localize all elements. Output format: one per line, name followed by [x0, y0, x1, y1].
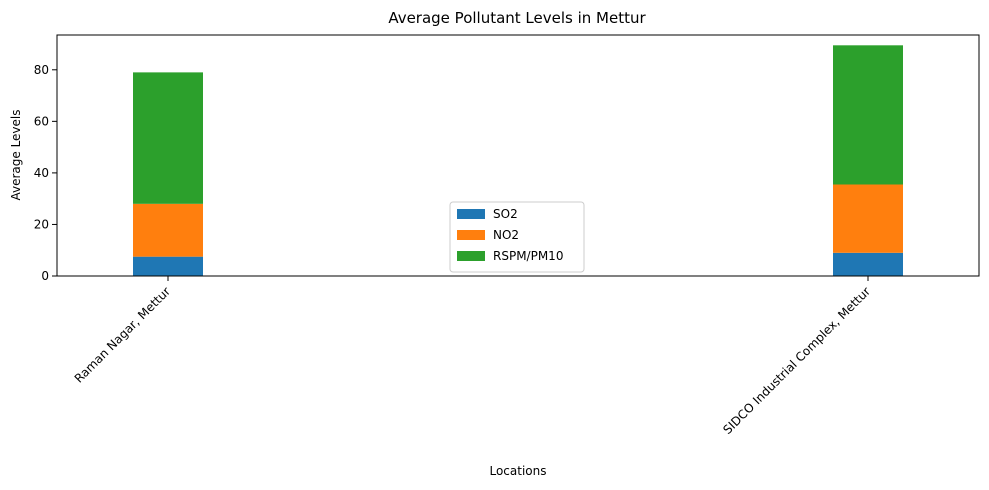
y-tick-label: 0	[41, 269, 49, 283]
y-tick-label: 40	[34, 166, 49, 180]
legend-swatch-rspm-pm10	[457, 251, 485, 261]
bar-so2-1	[833, 252, 903, 276]
x-tick-label: SIDCO Industrial Complex, Mettur	[720, 284, 873, 437]
bar-rspm-pm10-1	[833, 45, 903, 185]
bar-no2-0	[133, 203, 203, 257]
y-tick-label: 20	[34, 217, 49, 231]
plot-frame	[56, 34, 980, 277]
y-tick-label: 60	[34, 114, 49, 128]
y-axis-label: Average Levels	[9, 109, 23, 200]
bar-no2-1	[833, 184, 903, 253]
legend-swatch-so2	[457, 209, 485, 219]
x-tick-label: Raman Nagar, Mettur	[72, 284, 173, 385]
bar-rspm-pm10-0	[133, 72, 203, 204]
legend-label: SO2	[493, 207, 518, 221]
y-tick-label: 80	[34, 63, 49, 77]
bars-layer	[133, 45, 903, 276]
x-axis: Raman Nagar, Mettur SIDCO Industrial Comp…	[72, 276, 873, 437]
legend: SO2 NO2 RSPM/PM10	[449, 201, 585, 273]
chart-title: Average Pollutant Levels in Mettur	[388, 9, 646, 27]
bar-so2-0	[133, 256, 203, 276]
legend-swatch-no2	[457, 230, 485, 240]
x-axis-label: Locations	[489, 464, 546, 478]
legend-label: RSPM/PM10	[493, 249, 563, 263]
legend-label: NO2	[493, 228, 519, 242]
y-axis: 0 20 40 60 80	[34, 63, 57, 283]
